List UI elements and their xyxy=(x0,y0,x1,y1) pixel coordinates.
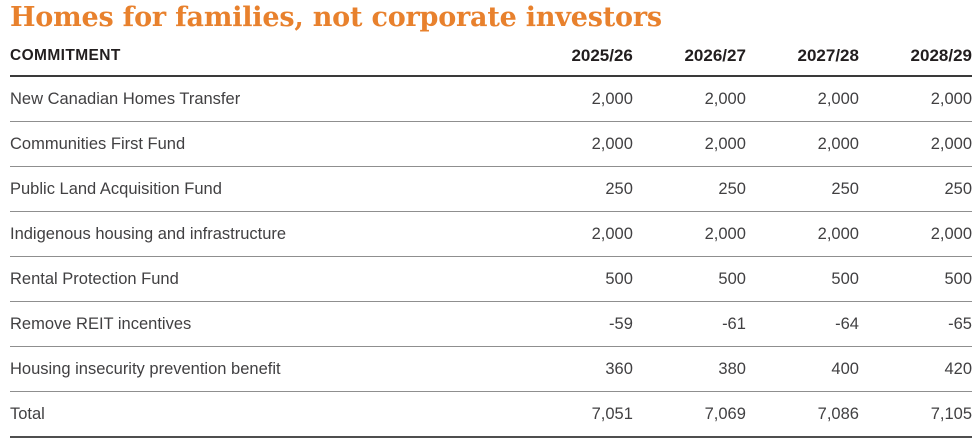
cell-value: -61 xyxy=(632,301,746,348)
row-label: Public Land Acquisition Fund xyxy=(10,166,520,213)
cell-value: 400 xyxy=(745,346,859,393)
row-label: Rental Protection Fund xyxy=(10,256,520,303)
row-label: Indigenous housing and infrastructure xyxy=(10,211,520,258)
cell-value: 420 xyxy=(858,346,972,393)
cell-value: 7,105 xyxy=(858,391,972,439)
table-row: New Canadian Homes Transfer 2,000 2,000 … xyxy=(10,76,972,123)
cell-value: 500 xyxy=(519,256,633,303)
cell-value: -64 xyxy=(745,301,859,348)
column-header-2027-28: 2027/28 xyxy=(745,46,859,78)
cell-value: 2,000 xyxy=(858,121,972,168)
cell-value: 2,000 xyxy=(745,121,859,168)
table-row: Public Land Acquisition Fund 250 250 250… xyxy=(10,166,972,213)
table-row: Communities First Fund 2,000 2,000 2,000… xyxy=(10,121,972,168)
cell-value: -65 xyxy=(858,301,972,348)
cell-value: 500 xyxy=(858,256,972,303)
page-title: Homes for families, not corporate invest… xyxy=(10,2,662,33)
cell-value: 7,051 xyxy=(519,391,633,439)
cell-value: 380 xyxy=(632,346,746,393)
row-label: Housing insecurity prevention benefit xyxy=(10,346,520,393)
cell-value: 2,000 xyxy=(519,211,633,258)
column-header-2025-26: 2025/26 xyxy=(519,46,633,78)
cell-value: 360 xyxy=(519,346,633,393)
cell-value: 2,000 xyxy=(745,76,859,123)
row-label: Communities First Fund xyxy=(10,121,520,168)
cell-value: 2,000 xyxy=(745,211,859,258)
cell-value: 2,000 xyxy=(632,76,746,123)
table-row-total: Total 7,051 7,069 7,086 7,105 xyxy=(10,391,972,439)
cell-value: 2,000 xyxy=(519,121,633,168)
table-row: Remove REIT incentives -59 -61 -64 -65 xyxy=(10,301,972,348)
cell-value: 2,000 xyxy=(858,76,972,123)
table-row: Indigenous housing and infrastructure 2,… xyxy=(10,211,972,258)
cell-value: 250 xyxy=(858,166,972,213)
row-label: New Canadian Homes Transfer xyxy=(10,76,520,123)
cell-value: 7,069 xyxy=(632,391,746,439)
column-header-commitment: COMMITMENT xyxy=(10,46,520,78)
cell-value: 250 xyxy=(745,166,859,213)
cell-value: 7,086 xyxy=(745,391,859,439)
cell-value: -59 xyxy=(519,301,633,348)
cell-value: 250 xyxy=(519,166,633,213)
commitments-table: COMMITMENT 2025/26 2026/27 2027/28 2028/… xyxy=(10,46,972,439)
column-header-2028-29: 2028/29 xyxy=(858,46,972,78)
cell-value: 500 xyxy=(745,256,859,303)
cell-value: 2,000 xyxy=(858,211,972,258)
table-row: Rental Protection Fund 500 500 500 500 xyxy=(10,256,972,303)
row-label: Total xyxy=(10,391,520,439)
cell-value: 500 xyxy=(632,256,746,303)
cell-value: 250 xyxy=(632,166,746,213)
row-label: Remove REIT incentives xyxy=(10,301,520,348)
cell-value: 2,000 xyxy=(632,121,746,168)
table-header-row: COMMITMENT 2025/26 2026/27 2027/28 2028/… xyxy=(10,46,972,78)
column-header-2026-27: 2026/27 xyxy=(632,46,746,78)
cell-value: 2,000 xyxy=(519,76,633,123)
cell-value: 2,000 xyxy=(632,211,746,258)
table-row: Housing insecurity prevention benefit 36… xyxy=(10,346,972,393)
